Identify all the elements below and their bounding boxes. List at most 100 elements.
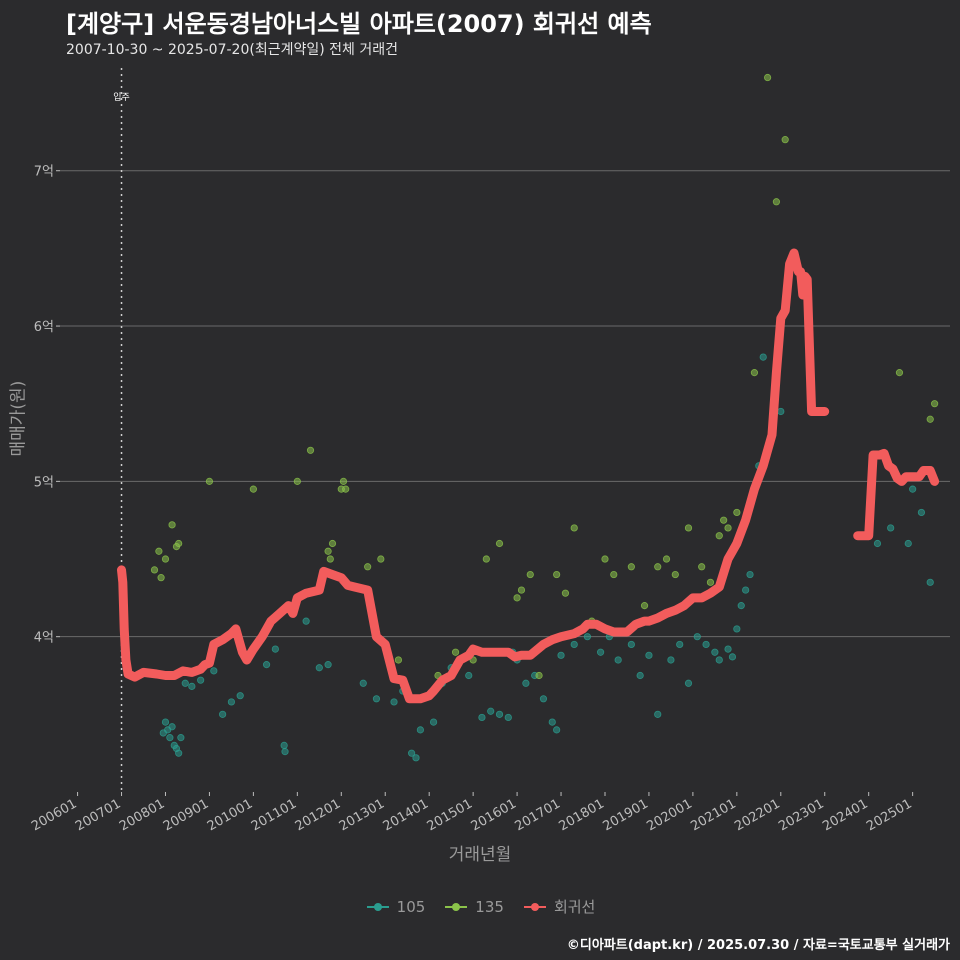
data-point-135 [706, 578, 715, 586]
data-point-135 [553, 570, 561, 579]
data-point-105 [596, 648, 605, 656]
data-point-105 [627, 640, 635, 649]
legend-key-135-icon [443, 900, 469, 914]
data-point-135 [720, 516, 728, 524]
x-tick-label: 201101 [249, 796, 299, 834]
grid-lines [60, 170, 950, 638]
regression-line [117, 248, 830, 704]
y-tick-label: 4억 [34, 631, 54, 646]
move-in-marker-label: 입주 [113, 91, 130, 103]
data-point-135 [926, 415, 934, 423]
data-point-135 [764, 73, 772, 82]
data-point-135 [640, 602, 649, 610]
x-tick-label: 201701 [513, 796, 563, 834]
regression-line [853, 448, 940, 541]
data-point-105 [570, 640, 578, 649]
legend: 105 135 회귀선 [0, 896, 960, 917]
data-point-105 [645, 651, 653, 659]
data-point-105 [557, 651, 565, 659]
legend-label-105: 105 [396, 897, 426, 916]
data-point-135 [931, 400, 939, 408]
data-point-135 [662, 555, 671, 563]
data-point-135 [482, 555, 490, 563]
data-point-105 [759, 353, 767, 361]
x-tick-label: 201001 [205, 796, 255, 834]
data-point-105 [161, 718, 170, 726]
data-point-135 [517, 586, 526, 594]
data-point-105 [429, 718, 438, 726]
data-point-105 [487, 707, 495, 715]
data-point-105 [227, 698, 236, 706]
data-point-135 [698, 563, 706, 571]
x-tick-label: 202501 [864, 796, 914, 834]
legend-item-135[interactable]: 135 [443, 896, 504, 917]
x-tick-label: 201901 [600, 796, 650, 834]
data-point-105 [302, 617, 310, 625]
data-point-105 [495, 710, 504, 718]
data-point-135 [513, 594, 521, 602]
data-point-105 [210, 667, 218, 675]
data-point-135 [895, 369, 904, 377]
data-point-135 [394, 656, 403, 664]
data-point-105 [219, 710, 227, 718]
legend-label-regression: 회귀선 [553, 898, 596, 916]
data-point-135 [733, 508, 741, 517]
x-axis-ticks: 2006012007012008012009012010012011012012… [29, 792, 915, 834]
data-point-135 [601, 555, 609, 563]
x-tick-label: 201301 [337, 796, 387, 834]
data-point-105 [583, 633, 592, 641]
data-point-105 [522, 679, 530, 687]
data-point-135 [526, 570, 534, 579]
data-point-105 [197, 676, 205, 684]
data-point-105 [715, 656, 723, 664]
data-point-135 [175, 539, 183, 548]
data-point-105 [175, 749, 183, 757]
data-point-135 [150, 566, 159, 574]
legend-item-regression[interactable]: 회귀선 [522, 896, 595, 917]
data-point-105 [667, 656, 675, 664]
data-point-105 [904, 539, 912, 548]
data-point-135 [495, 539, 504, 548]
annotation-layer: 입주 [113, 68, 130, 792]
data-point-105 [236, 692, 244, 700]
chart-title: [계양구] 서운동경남아너스빌 아파트(2007) 회귀선 예측 [66, 10, 652, 38]
legend-key-regression-icon [522, 900, 548, 914]
x-tick-label: 201401 [381, 796, 431, 834]
data-point-105 [553, 726, 561, 734]
data-point-105 [728, 653, 737, 661]
data-point-105 [280, 741, 288, 750]
x-tick-label: 202101 [688, 796, 738, 834]
data-point-135 [570, 524, 578, 532]
data-point-135 [535, 671, 543, 680]
data-point-105 [614, 656, 622, 664]
data-point-135 [724, 524, 732, 532]
data-point-105 [676, 640, 684, 649]
legend-item-105[interactable]: 105 [365, 896, 426, 917]
scatter-points [150, 73, 939, 762]
data-point-135 [377, 555, 385, 563]
data-point-135 [684, 524, 693, 532]
x-tick-label: 200601 [29, 796, 79, 834]
x-tick-label: 200701 [73, 796, 123, 834]
data-point-105 [271, 645, 279, 653]
x-tick-label: 202201 [732, 796, 782, 834]
data-point-105 [724, 645, 732, 653]
data-point-135 [610, 570, 618, 579]
data-point-105 [372, 695, 381, 703]
data-point-105 [909, 485, 917, 493]
data-point-135 [324, 547, 332, 555]
data-point-135 [561, 589, 570, 597]
data-point-135 [168, 521, 176, 529]
data-point-135 [205, 477, 214, 485]
data-point-135 [326, 555, 334, 563]
data-point-105 [408, 749, 416, 757]
data-point-105 [873, 539, 882, 548]
data-point-105 [539, 695, 548, 703]
data-point-105 [733, 625, 741, 633]
data-point-135 [339, 477, 348, 485]
data-point-105 [181, 679, 189, 687]
data-point-105 [548, 718, 556, 726]
data-point-135 [671, 570, 679, 579]
chart-subtitle: 2007-10-30 ~ 2025-07-20(최근계약일) 전체 거래건 [66, 42, 398, 58]
